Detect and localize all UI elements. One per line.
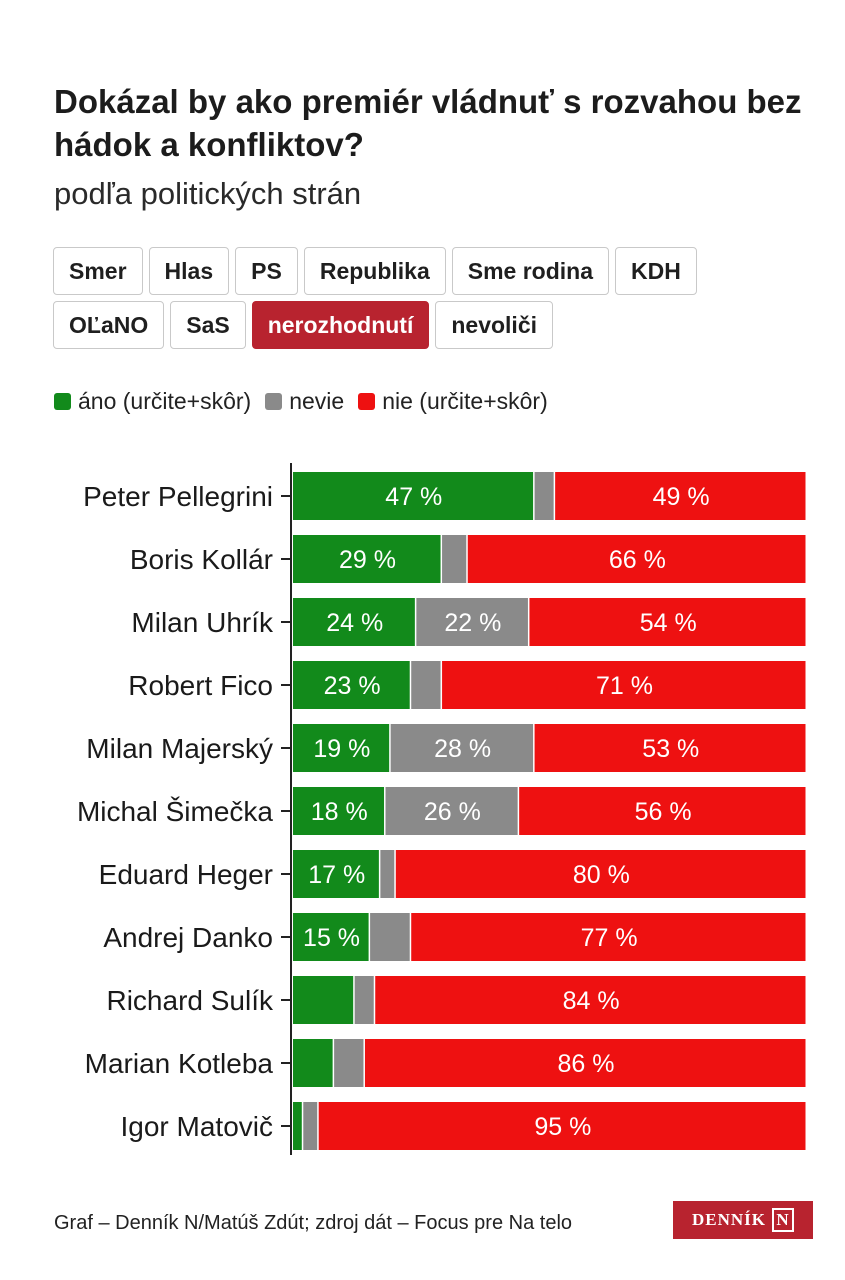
bar-nie-urcite-skor--peter-pellegrini: [555, 472, 806, 520]
bar-nevie-eduard-heger: [380, 850, 395, 898]
bar-nevie-robert-fico: [411, 661, 441, 709]
legend-swatch-ano: [54, 393, 71, 410]
data-label-nie-urcite-skor--michal-simecka: 56 %: [635, 798, 692, 826]
bar-nie-urcite-skor--boris-kollar: [467, 535, 806, 583]
bar-nevie-milan-majersky: [390, 724, 534, 772]
category-label-robert-fico: Robert Fico: [128, 670, 273, 701]
tab-sme-rodina[interactable]: Sme rodina: [451, 247, 610, 295]
data-label-nie-urcite-skor--milan-uhrik: 54 %: [640, 609, 697, 637]
bar-nie-urcite-skor--michal-simecka: [519, 787, 806, 835]
chart-legend: áno (určite+skôr) nevie nie (určite+skôr…: [54, 388, 562, 415]
bar-ano-urcite-skor--michal-simecka: [293, 787, 385, 835]
source-credit: Graf – Denník N/Matúš Zdút; zdroj dát – …: [54, 1212, 573, 1234]
category-label-peter-pellegrini: Peter Pellegrini: [83, 481, 273, 512]
data-label-nie-urcite-skor--andrej-danko: 77 %: [581, 924, 638, 952]
data-label-nie-urcite-skor--boris-kollar: 66 %: [609, 546, 666, 574]
bar-ano-urcite-skor--robert-fico: [293, 661, 410, 709]
bar-nie-urcite-skor--igor-matovic: [318, 1102, 806, 1150]
data-label-ano-urcite-skor--eduard-heger: 17 %: [308, 861, 365, 889]
dennik-n-logo: DENNÍK N: [673, 1201, 813, 1239]
data-label-nevie-milan-majersky: 28 %: [434, 735, 491, 763]
logo-mark: N: [772, 1208, 794, 1232]
bar-nevie-michal-simecka: [385, 787, 518, 835]
legend-swatch-nie: [358, 393, 376, 410]
tab-smer[interactable]: Smer: [53, 247, 143, 295]
data-label-ano-urcite-skor--robert-fico: 23 %: [324, 672, 381, 700]
logo-text: DENNÍK: [691, 1210, 766, 1229]
category-label-milan-majersky: Milan Majerský: [86, 733, 273, 764]
category-label-igor-matovic: Igor Matovič: [121, 1111, 274, 1142]
legend-item-nie: nie (určite+skôr): [358, 388, 548, 415]
category-label-marian-kotleba: Marian Kotleba: [85, 1048, 274, 1079]
tab-hlas[interactable]: Hlas: [148, 247, 230, 295]
legend-item-nevie: nevie: [265, 388, 344, 415]
bar-nie-urcite-skor--andrej-danko: [411, 913, 806, 961]
legend-swatch-nevie: [265, 393, 283, 410]
bar-nie-urcite-skor--marian-kotleba: [364, 1039, 806, 1087]
data-label-nie-urcite-skor--milan-majersky: 53 %: [642, 735, 699, 763]
category-label-boris-kollar: Boris Kollár: [130, 544, 273, 575]
bar-ano-urcite-skor--milan-uhrik: [293, 598, 415, 646]
legend-label-nevie: nevie: [289, 388, 345, 414]
data-label-nevie-michal-simecka: 26 %: [424, 798, 481, 826]
bar-nie-urcite-skor--eduard-heger: [395, 850, 806, 898]
category-label-eduard-heger: Eduard Heger: [99, 859, 273, 890]
chart-title: Dokázal by ako premiér vládnuť s rozvaho…: [54, 83, 802, 163]
bar-nie-urcite-skor--richard-sulik: [375, 976, 806, 1024]
data-label-ano-urcite-skor--peter-pellegrini: 47 %: [385, 483, 442, 511]
data-label-nie-urcite-skor--igor-matovic: 95 %: [534, 1113, 591, 1141]
bar-ano-urcite-skor--marian-kotleba: [293, 1039, 333, 1087]
chart-subtitle: podľa politických strán: [54, 176, 362, 211]
category-label-michal-simecka: Michal Šimečka: [77, 796, 273, 827]
data-label-nie-urcite-skor--eduard-heger: 80 %: [573, 861, 630, 889]
tab-republika[interactable]: Republika: [303, 247, 446, 295]
bar-nevie-andrej-danko: [370, 913, 410, 961]
bar-nevie-richard-sulik: [354, 976, 374, 1024]
bar-ano-urcite-skor--milan-majersky: [293, 724, 390, 772]
party-filter-tabs: Smer Hlas PS Republika Sme rodina KDH OĽ…: [53, 247, 753, 349]
bar-ano-urcite-skor--andrej-danko: [293, 913, 369, 961]
tab-kdh[interactable]: KDH: [615, 247, 697, 295]
category-label-richard-sulik: Richard Sulík: [106, 985, 274, 1016]
data-label-ano-urcite-skor--milan-uhrik: 24 %: [326, 609, 383, 637]
tab-sas[interactable]: SaS: [170, 301, 246, 349]
data-label-nie-urcite-skor--richard-sulik: 84 %: [563, 987, 620, 1015]
data-label-nie-urcite-skor--peter-pellegrini: 49 %: [653, 483, 710, 511]
data-label-nie-urcite-skor--robert-fico: 71 %: [596, 672, 653, 700]
legend-item-ano: áno (určite+skôr): [54, 388, 251, 415]
legend-label-ano: áno (určite+skôr): [78, 388, 252, 414]
bar-nevie-peter-pellegrini: [534, 472, 554, 520]
legend-label-nie: nie (určite+skôr): [382, 388, 548, 414]
data-label-ano-urcite-skor--boris-kollar: 29 %: [339, 546, 396, 574]
data-label-ano-urcite-skor--michal-simecka: 18 %: [311, 798, 368, 826]
bar-ano-urcite-skor--eduard-heger: [293, 850, 379, 898]
data-label-ano-urcite-skor--andrej-danko: 15 %: [303, 924, 360, 952]
category-label-andrej-danko: Andrej Danko: [103, 922, 273, 953]
data-label-nie-urcite-skor--marian-kotleba: 86 %: [557, 1050, 614, 1078]
bar-nie-urcite-skor--milan-majersky: [534, 724, 806, 772]
data-label-ano-urcite-skor--milan-majersky: 19 %: [313, 735, 370, 763]
bar-ano-urcite-skor--richard-sulik: [293, 976, 354, 1024]
bar-nie-urcite-skor--robert-fico: [442, 661, 806, 709]
tab-nerozhodnuti[interactable]: nerozhodnutí: [251, 301, 430, 349]
bar-nevie-marian-kotleba: [334, 1039, 364, 1087]
stacked-bar-chart: Peter Pellegrini 47 % 49 % Boris Kollár 29 %…: [77, 463, 806, 1155]
category-label-milan-uhrik: Milan Uhrík: [131, 607, 274, 638]
tab-nevolici[interactable]: nevoliči: [435, 301, 554, 349]
bar-nie-urcite-skor--milan-uhrik: [529, 598, 806, 646]
data-label-nevie-milan-uhrik: 22 %: [444, 609, 501, 637]
bar-ano-urcite-skor--igor-matovic: [293, 1102, 302, 1150]
bar-nevie-boris-kollar: [442, 535, 467, 583]
bar-nevie-igor-matovic: [303, 1102, 318, 1150]
tab-olano[interactable]: OĽaNO: [53, 301, 165, 349]
bar-ano-urcite-skor--peter-pellegrini: [293, 472, 534, 520]
bar-nevie-milan-uhrik: [416, 598, 528, 646]
tab-ps[interactable]: PS: [235, 247, 298, 295]
bar-ano-urcite-skor--boris-kollar: [293, 535, 441, 583]
